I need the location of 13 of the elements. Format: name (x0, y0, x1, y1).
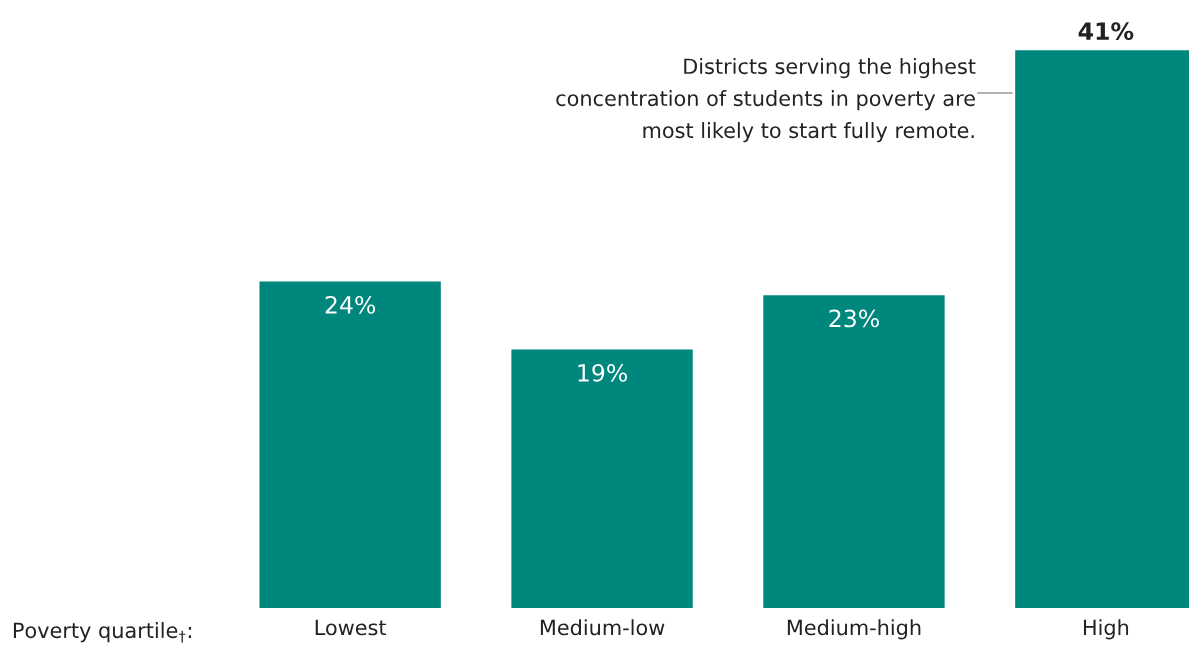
data-label: 19% (578, 363, 627, 382)
x-axis-title: Poverty quartile$_{†}$: (13, 622, 191, 643)
annotation: Districts serving the highest concentration of students in poverty are most likely to start fully remote. (556, 58, 976, 143)
bar (511, 349, 693, 609)
x-tick-label: Medium-low (540, 619, 665, 636)
x-tick-label: Medium-high (787, 619, 921, 640)
data-label: 23% (829, 309, 879, 328)
data-label: 41% (1078, 22, 1134, 41)
bar (259, 281, 441, 609)
x-tick-label: High (1083, 619, 1129, 640)
bar (763, 295, 945, 609)
x-tick-label: Lowest (315, 619, 387, 636)
data-label: 24% (325, 295, 376, 314)
